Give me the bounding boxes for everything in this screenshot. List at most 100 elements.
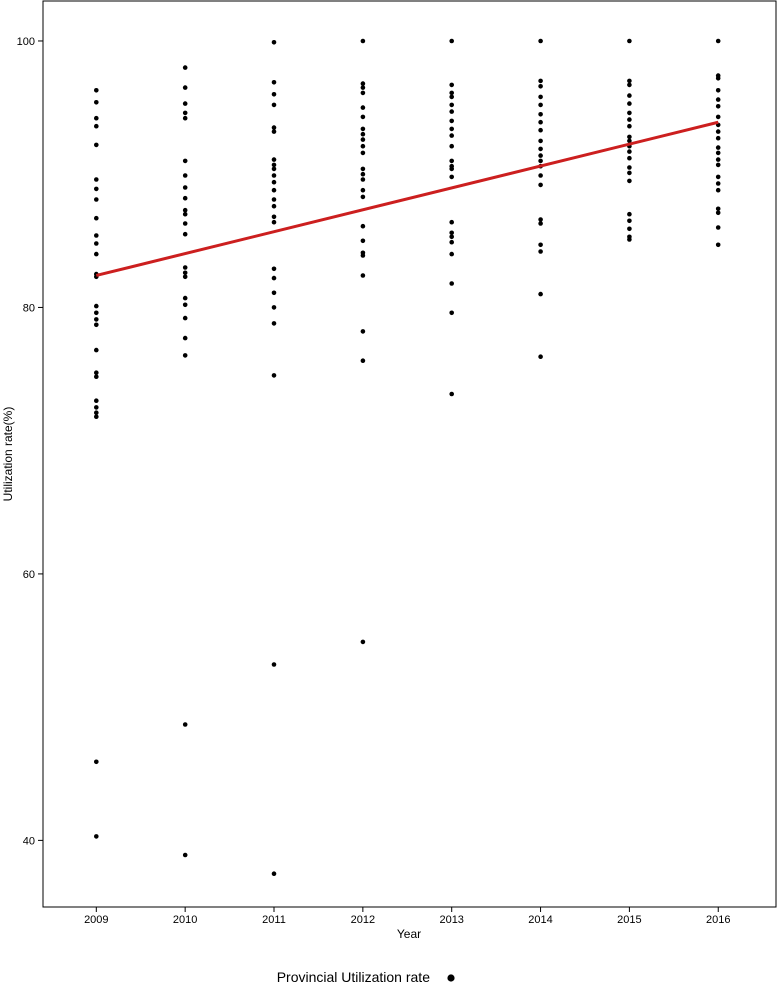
data-point — [715, 162, 721, 168]
data-point — [715, 104, 721, 109]
data-point — [271, 162, 277, 168]
data-point — [538, 146, 543, 152]
data-point — [94, 100, 99, 105]
data-point — [182, 295, 188, 301]
data-point — [715, 242, 721, 248]
data-point — [94, 177, 99, 182]
data-point — [271, 219, 277, 225]
x-axis: 2009 2010 2011 2012 2013 2014 2015 2016 — [84, 907, 730, 926]
data-point — [715, 150, 721, 156]
data-point — [538, 112, 543, 117]
data-point — [449, 174, 455, 180]
data-point — [94, 142, 99, 148]
y-axis: 40 60 80 100 — [17, 36, 43, 847]
y-tick-label: 60 — [23, 569, 35, 581]
data-point — [449, 126, 455, 132]
data-point — [271, 275, 277, 281]
data-point — [94, 322, 99, 328]
data-point — [94, 115, 99, 121]
data-point — [449, 158, 455, 164]
data-point — [360, 85, 366, 90]
data-point — [627, 110, 632, 116]
data-point — [94, 241, 99, 246]
x-tick-label: 2014 — [528, 914, 552, 926]
data-point — [182, 195, 188, 201]
data-point — [94, 759, 99, 765]
data-point — [715, 76, 721, 81]
data-point — [538, 84, 543, 89]
data-point — [94, 310, 99, 316]
data-point — [182, 173, 188, 178]
data-point — [538, 173, 543, 178]
data-point — [360, 253, 366, 258]
data-point — [94, 215, 99, 221]
data-point — [449, 102, 455, 108]
data-point — [94, 233, 99, 238]
data-point — [627, 78, 632, 84]
data-point — [538, 38, 543, 44]
data-point — [538, 119, 543, 125]
data-point — [182, 115, 188, 121]
data-point — [449, 90, 455, 96]
data-point — [538, 94, 543, 100]
data-point — [182, 158, 188, 164]
data-point — [449, 118, 455, 124]
data-point — [360, 194, 366, 200]
legend-label: Provincial Utilization rate — [277, 969, 430, 985]
data-point — [182, 315, 188, 321]
data-point — [627, 211, 632, 217]
plot-panel-border — [42, 0, 777, 908]
data-point — [715, 145, 721, 150]
data-point — [538, 78, 543, 84]
data-point — [271, 125, 277, 130]
data-point — [94, 303, 99, 309]
data-point — [94, 123, 99, 129]
data-point — [182, 185, 188, 190]
data-point — [360, 105, 366, 110]
data-point — [538, 102, 543, 108]
data-point — [715, 135, 721, 141]
y-axis-title: Utilization rate(%) — [1, 407, 15, 502]
data-point — [271, 373, 277, 378]
data-point — [715, 88, 721, 93]
data-point — [715, 38, 721, 44]
data-point — [538, 158, 543, 164]
data-point — [182, 302, 188, 308]
data-point — [360, 81, 366, 86]
data-point — [271, 871, 277, 876]
data-point — [182, 265, 188, 270]
data-point — [94, 88, 99, 93]
data-point — [360, 358, 366, 364]
data-point — [627, 82, 632, 88]
data-point — [182, 335, 188, 341]
data-point — [271, 102, 277, 108]
data-point — [449, 133, 455, 138]
data-point — [360, 177, 366, 182]
data-point — [449, 94, 455, 100]
data-point — [360, 137, 366, 142]
data-point — [627, 178, 632, 184]
legend: Provincial Utilization rate — [277, 969, 455, 985]
data-point — [627, 170, 632, 176]
data-point — [271, 166, 277, 172]
data-point — [538, 291, 543, 297]
data-point — [627, 226, 632, 232]
data-point — [360, 187, 366, 193]
data-point — [182, 207, 188, 213]
data-point — [627, 38, 632, 44]
trend-line — [95, 120, 719, 277]
data-point — [271, 129, 277, 134]
data-point — [182, 852, 188, 858]
data-point — [94, 374, 99, 380]
data-point — [271, 266, 277, 272]
data-point — [538, 242, 543, 248]
trend-layer — [95, 120, 719, 277]
data-point — [360, 238, 366, 244]
data-point — [271, 321, 277, 326]
data-point — [627, 155, 632, 161]
data-point — [94, 414, 99, 420]
data-point — [94, 251, 99, 257]
data-point — [94, 317, 99, 322]
data-point — [94, 186, 99, 192]
data-point — [715, 97, 721, 102]
